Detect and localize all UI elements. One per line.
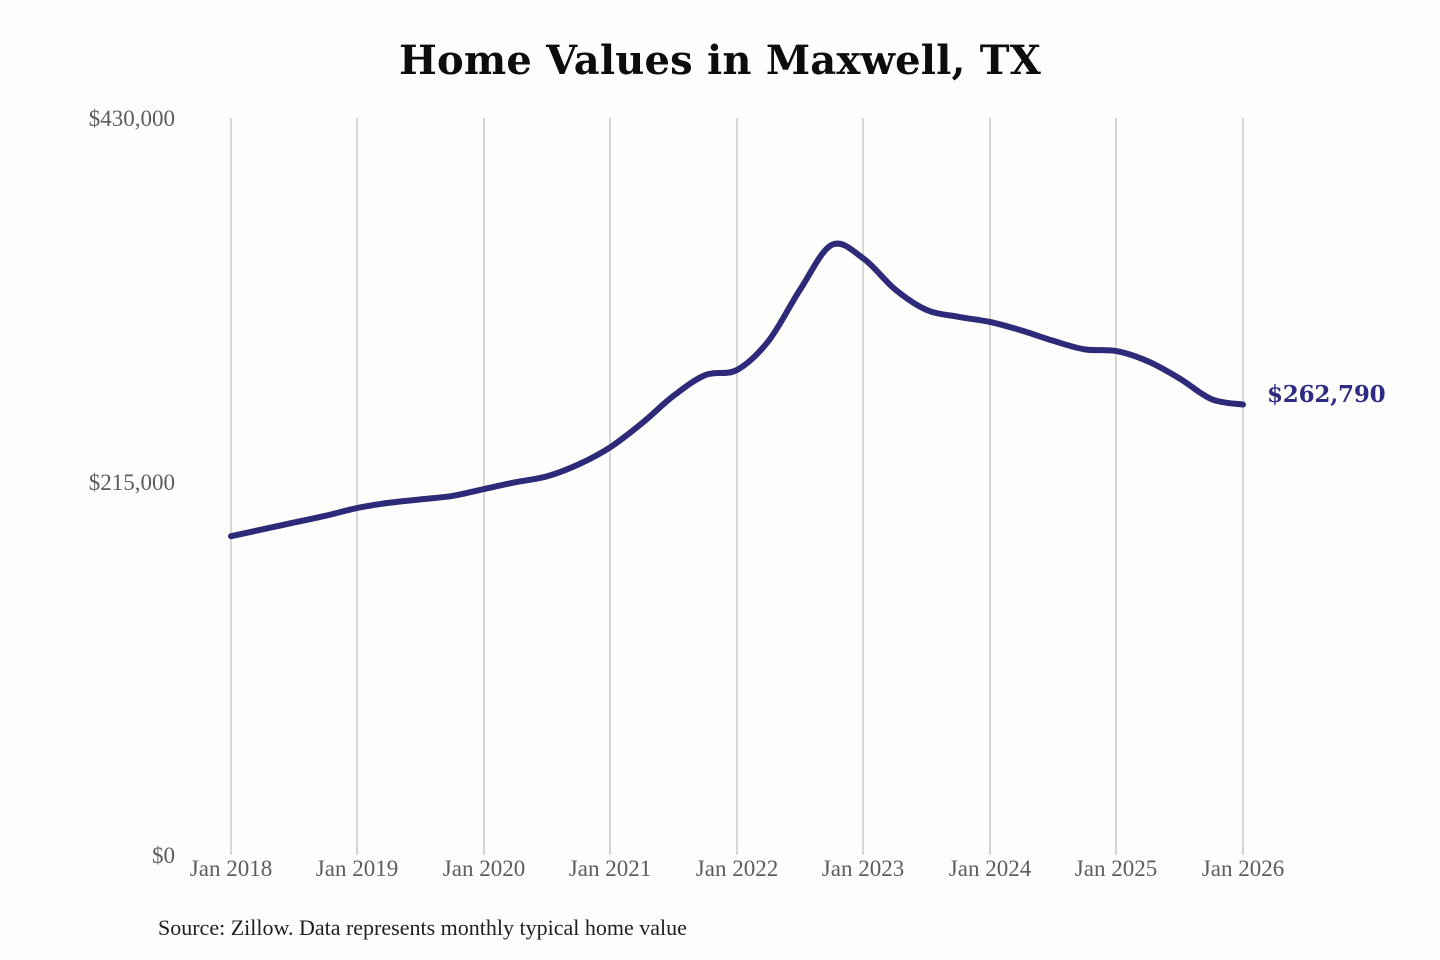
value-line [228,240,1246,540]
xtick-label-jan-2024: Jan 2024 [948,856,1032,881]
ytick-label-top: $430,000 [88,106,175,131]
xtick-label-jan-2025: Jan 2025 [1074,856,1158,881]
xtick-label-jan-2020: Jan 2020 [442,856,526,881]
xtick-label-jan-2019: Jan 2019 [315,856,399,881]
xtick-label-jan-2026: Jan 2026 [1201,856,1285,881]
ytick-label-mid: $215,000 [88,470,175,495]
source-note: Source: Zillow. Data represents monthly … [158,915,687,940]
xtick-label-jan-2022: Jan 2022 [695,856,779,881]
xtick-label-jan-2023: Jan 2023 [821,856,905,881]
end-value-annotation: $262,790 [1267,381,1386,408]
xtick-label-jan-2018: Jan 2018 [189,856,273,881]
ytick-label-bottom: $0 [152,843,175,868]
gridlines [230,118,1244,855]
page-title: Home Values in Maxwell, TX [399,37,1041,84]
xtick-label-jan-2021: Jan 2021 [568,856,652,881]
